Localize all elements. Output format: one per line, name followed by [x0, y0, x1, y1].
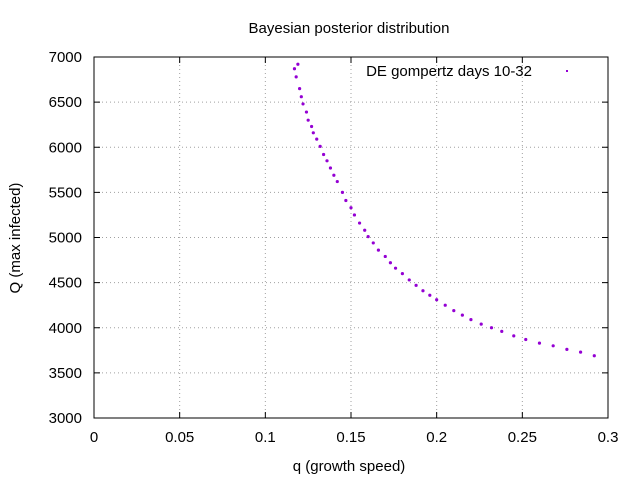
- scatter-point: [315, 137, 319, 141]
- scatter-point: [357, 221, 362, 225]
- scatter-points: [292, 62, 596, 358]
- scatter-point: [294, 75, 298, 79]
- scatter-point: [366, 234, 370, 239]
- scatter-point: [306, 118, 310, 122]
- scatter-point: [551, 344, 555, 348]
- y-tick-label: 5000: [49, 230, 82, 247]
- scatter-point: [332, 173, 336, 177]
- scatter-point: [349, 206, 353, 210]
- grid-lines: [94, 57, 608, 418]
- y-tick-label: 6500: [49, 94, 82, 111]
- scatter-point: [435, 298, 439, 302]
- scatter-point: [388, 261, 393, 265]
- scatter-point: [318, 144, 322, 148]
- x-tick-label: 0: [90, 429, 98, 446]
- x-axis-title: q (growth speed): [293, 458, 406, 475]
- y-tick-label: 4500: [49, 275, 82, 292]
- scatter-point: [335, 179, 339, 184]
- scatter-point: [304, 110, 309, 114]
- scatter-point: [592, 354, 596, 358]
- scatter-point: [298, 86, 302, 91]
- scatter-point: [414, 283, 418, 287]
- y-tick-label: 5500: [49, 184, 82, 201]
- scatter-point: [443, 303, 447, 307]
- scatter-point: [301, 102, 305, 106]
- y-tick-label: 6000: [49, 139, 82, 156]
- scatter-point: [325, 159, 329, 163]
- scatter-point: [469, 318, 473, 322]
- y-axis-title: Q (max infected): [7, 183, 24, 294]
- x-tick-label: 0.15: [336, 429, 365, 446]
- scatter-point: [524, 337, 528, 342]
- scatter-point: [400, 272, 404, 276]
- legend-marker: [566, 70, 568, 72]
- x-tick-label: 0.3: [598, 429, 619, 446]
- scatter-point: [452, 309, 456, 313]
- scatter-point: [393, 266, 398, 270]
- scatter-point: [479, 322, 483, 326]
- x-tick-label: 0.25: [508, 429, 537, 446]
- y-tick-label: 7000: [49, 49, 82, 66]
- scatter-point: [292, 67, 297, 71]
- scatter-point: [363, 228, 367, 232]
- scatter-point: [489, 326, 494, 330]
- x-tick-label: 0.05: [165, 429, 194, 446]
- scatter-point: [500, 329, 504, 333]
- scatter-point: [328, 166, 333, 170]
- y-tick-label: 3500: [49, 365, 82, 382]
- x-tick-label: 0.1: [255, 429, 276, 446]
- scatter-point: [512, 334, 516, 338]
- scatter-point: [321, 152, 326, 157]
- scatter-point: [311, 131, 315, 135]
- scatter-point: [565, 347, 569, 352]
- y-tick-label: 3000: [49, 410, 82, 427]
- scatter-point: [407, 278, 411, 282]
- scatter-point: [296, 62, 300, 66]
- scatter-point: [309, 124, 314, 129]
- legend-label: DE gompertz days 10-32: [366, 63, 532, 80]
- y-tick-label: 4000: [49, 320, 82, 337]
- scatter-point: [344, 198, 348, 203]
- scatter-point: [340, 190, 345, 194]
- scatter-point: [537, 341, 542, 345]
- x-tick-label: 0.2: [426, 429, 447, 446]
- axis-ticks: 0 0.05 0.1 0.15 0.2 0.25 0.3 3000 3500 4000 4500 50…: [49, 49, 619, 446]
- scatter-point: [421, 289, 425, 293]
- scatter-point: [460, 313, 464, 317]
- scatter-point: [299, 95, 303, 99]
- chart-title: Bayesian posterior distribution: [249, 20, 450, 37]
- scatter-point: [371, 241, 375, 245]
- scatter-point: [428, 293, 432, 297]
- scatter-point: [376, 248, 381, 252]
- scatter-point: [383, 254, 387, 259]
- scatter-point: [352, 213, 357, 217]
- scatter-point: [578, 350, 583, 354]
